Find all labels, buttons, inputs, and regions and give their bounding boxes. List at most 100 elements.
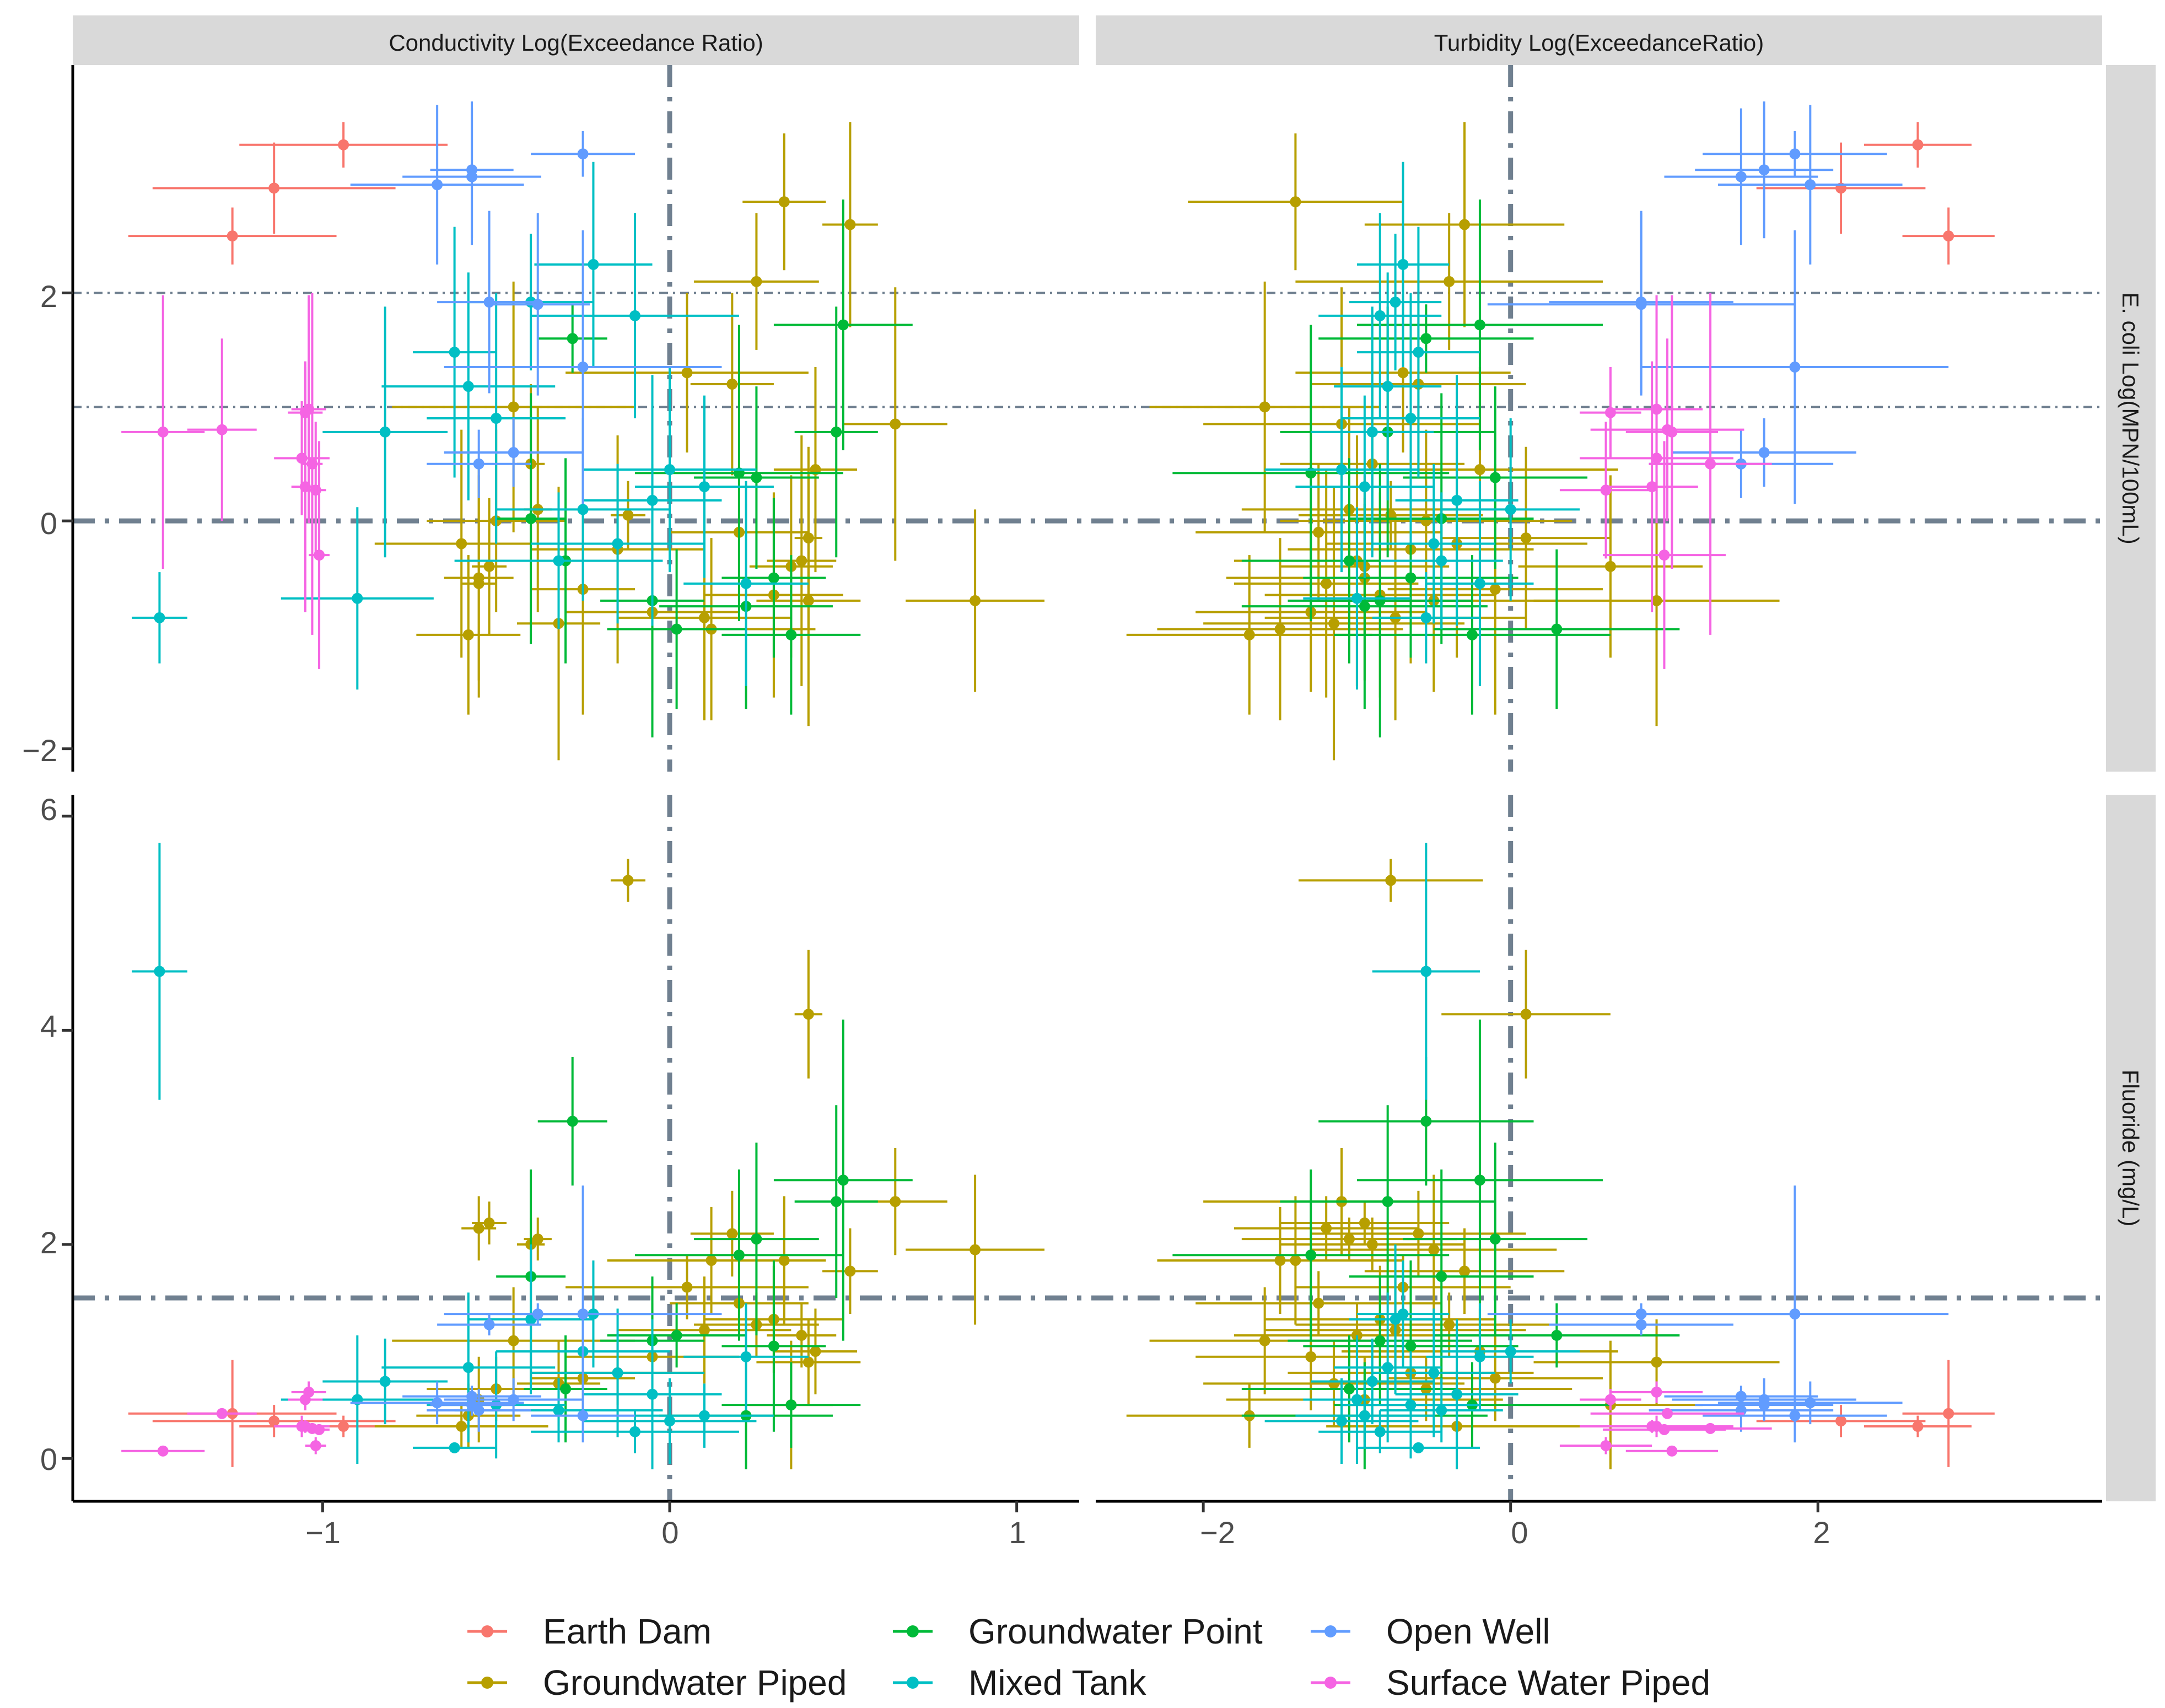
point-marker (1397, 258, 1409, 270)
legend-label: Open Well (1386, 1612, 1550, 1651)
point-marker (314, 549, 325, 561)
point-marker (1343, 555, 1355, 567)
point-marker (1489, 1233, 1501, 1245)
point-marker (1436, 555, 1447, 567)
data-point (1295, 213, 1603, 350)
legend-item-surface-water-piped[interactable]: Surface Water Piped (1311, 1663, 1710, 1702)
data-point (1356, 161, 1450, 367)
point-marker (844, 1265, 856, 1277)
data-point (531, 464, 704, 624)
data-point (694, 386, 819, 569)
point-marker (803, 1356, 814, 1368)
data-point (721, 555, 861, 715)
point-marker (970, 595, 981, 606)
legend-item-groundwater-piped[interactable]: Groundwater Piped (467, 1663, 847, 1702)
point-marker (768, 1340, 779, 1352)
point-marker (560, 1383, 572, 1395)
strip-label-fluoride: Fluoride (mg/L) (2118, 1070, 2144, 1227)
data-point (281, 507, 434, 690)
point-marker (1420, 1116, 1432, 1127)
data-point (1372, 464, 1495, 624)
strip-turbidity (1096, 15, 2102, 65)
point-marker (803, 1009, 814, 1020)
legend-label: Surface Water Piped (1386, 1663, 1710, 1702)
legend-key-dot (1324, 1625, 1337, 1637)
point-marker (1274, 1254, 1286, 1266)
legend-item-open-well[interactable]: Open Well (1311, 1612, 1550, 1651)
strip-label-turbidity: Turbidity Log(ExceedanceRatio) (1434, 30, 1764, 56)
point-marker (1489, 1372, 1501, 1384)
point-marker (705, 1254, 717, 1266)
point-marker (1305, 1249, 1317, 1261)
legend-key-dot (1324, 1677, 1337, 1689)
data-point (1395, 1319, 1518, 1469)
data-point (1356, 1019, 1603, 1341)
data-point (1311, 306, 1434, 558)
data-point (1902, 207, 1995, 265)
point-marker (740, 1351, 752, 1362)
data-point (537, 304, 607, 373)
data-point (444, 418, 583, 487)
point-marker (157, 1445, 169, 1457)
point-marker (456, 1421, 467, 1432)
legend-key-dot (481, 1677, 493, 1689)
data-point (1426, 1303, 1534, 1410)
data-point (1403, 1143, 1588, 1335)
data-point (566, 1255, 809, 1319)
point-marker (810, 1346, 821, 1357)
point-marker (837, 1174, 849, 1186)
point-marker (647, 494, 658, 506)
point-marker (768, 572, 779, 584)
point-marker (1604, 561, 1616, 572)
panel-turbidity-ecoli (1126, 101, 1995, 761)
data-point (187, 338, 257, 521)
point-marker (216, 424, 228, 435)
point-marker (1359, 481, 1370, 493)
point-marker (483, 1217, 495, 1229)
point-marker (1259, 1335, 1270, 1346)
point-marker (1382, 1362, 1393, 1373)
point-marker (698, 612, 710, 623)
strip-fluoride (2106, 795, 2156, 1501)
point-marker (1835, 1415, 1847, 1427)
strip-label-conductivity: Conductivity Log(Exceedance Ratio) (389, 30, 763, 56)
point-marker (1604, 407, 1616, 418)
data-point (1364, 122, 1565, 327)
legend-item-groundwater-point[interactable]: Groundwater Point (893, 1612, 1263, 1651)
point-marker (837, 319, 849, 331)
legend-item-earth-dam[interactable]: Earth Dam (467, 1612, 712, 1651)
data-point (416, 555, 521, 715)
point-marker (970, 1244, 981, 1256)
data-point (350, 105, 524, 265)
data-point (350, 1381, 524, 1425)
strip-ecoli (2106, 65, 2156, 772)
point-marker (1651, 1386, 1662, 1398)
data-point (524, 1335, 607, 1443)
x-tick-label: −1 (305, 1515, 341, 1550)
point-marker (803, 595, 814, 606)
point-marker (491, 413, 502, 424)
point-marker (698, 1324, 710, 1336)
point-marker (1436, 1404, 1447, 1416)
point-marker (157, 426, 169, 438)
point-marker (1600, 1440, 1612, 1451)
data-point (1157, 1206, 1403, 1314)
data-point (392, 1287, 636, 1394)
data-point (1334, 1292, 1442, 1443)
data-point (721, 1362, 861, 1448)
x-tick-label: 0 (1511, 1515, 1528, 1550)
data-point (1241, 1335, 1457, 1443)
legend-label: Groundwater Point (968, 1612, 1263, 1651)
point-marker (577, 504, 589, 515)
point-marker (622, 875, 634, 886)
point-marker (1321, 1222, 1332, 1234)
data-point (1203, 487, 1465, 761)
data-point (1426, 481, 1534, 686)
data-point (1533, 1319, 1780, 1405)
legend-item-mixed-tank[interactable]: Mixed Tank (893, 1663, 1147, 1702)
data-point (1295, 1383, 1434, 1448)
point-marker (508, 401, 519, 413)
data-point (1349, 1244, 1442, 1394)
data-point (1441, 950, 1611, 1079)
